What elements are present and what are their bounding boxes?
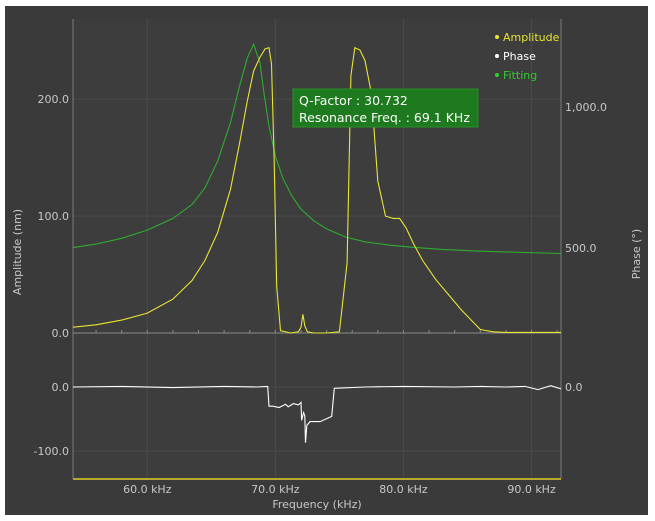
phase-tick-label-0: 500.0: [565, 242, 597, 255]
lower-right-tick-label-0: 0.0: [565, 381, 583, 394]
fitting-series-line: [72, 42, 562, 255]
legend-label-fitting: Fitting: [503, 69, 537, 82]
legend-label-amplitude: Amplitude: [503, 31, 560, 44]
legend-label-phase: Phase: [503, 50, 536, 63]
chart-frame: 60.0 kHz 70.0 kHz 80.0 kHz 90.0 kHz 0.0 100.0…: [5, 6, 648, 515]
annotation-box: [292, 88, 479, 128]
frequency-response-chart: 60.0 kHz 70.0 kHz 80.0 kHz 90.0 kHz 0.0 100.0…: [11, 19, 643, 511]
amplitude-series-line: [72, 46, 561, 334]
x-axis-title: Frequency (kHz): [272, 498, 361, 511]
x-tick-label-0: 60.0 kHz: [123, 483, 172, 496]
tick-labels: 60.0 kHz 70.0 kHz 80.0 kHz 90.0 kHz 0.0 100.0…: [34, 93, 607, 496]
amp-tick-label-0: 0.0: [52, 327, 70, 340]
q-factor-label: Q-Factor : 30.732: [299, 93, 408, 108]
fit-result-annotation: Q-Factor : 30.732 Resonance Freq. : 69.1…: [292, 88, 479, 128]
legend-marker-phase: [495, 54, 499, 58]
x-tick-label-2: 80.0 kHz: [379, 483, 428, 496]
x-tick-label-3: 90.0 kHz: [507, 483, 556, 496]
lower-left-tick-label-0: 0.0: [52, 381, 70, 394]
fitting-layer: [72, 42, 562, 255]
lower-left-tick-label-1: -100.0: [34, 445, 69, 458]
amplitude-layer: [72, 46, 561, 334]
phase-series-line: [72, 385, 562, 443]
lower-plot-background: [73, 333, 561, 479]
y-axis-title-left: Amplitude (nm): [11, 209, 24, 295]
legend-marker-fitting: [495, 73, 499, 77]
y-axis-title-right: Phase (°): [630, 229, 643, 279]
upper-plot-background: [73, 19, 561, 333]
amp-tick-label-1: 100.0: [38, 210, 70, 223]
resonance-frequency-label: Resonance Freq. : 69.1 KHz: [299, 110, 470, 125]
legend-marker-amplitude: [495, 35, 499, 39]
legend: Amplitude Phase Fitting: [495, 31, 560, 82]
phase-tick-label-1: 1,000.0: [565, 101, 607, 114]
amp-tick-label-2: 200.0: [38, 93, 70, 106]
phase-layer: [72, 385, 562, 443]
x-tick-label-1: 70.0 kHz: [251, 483, 300, 496]
